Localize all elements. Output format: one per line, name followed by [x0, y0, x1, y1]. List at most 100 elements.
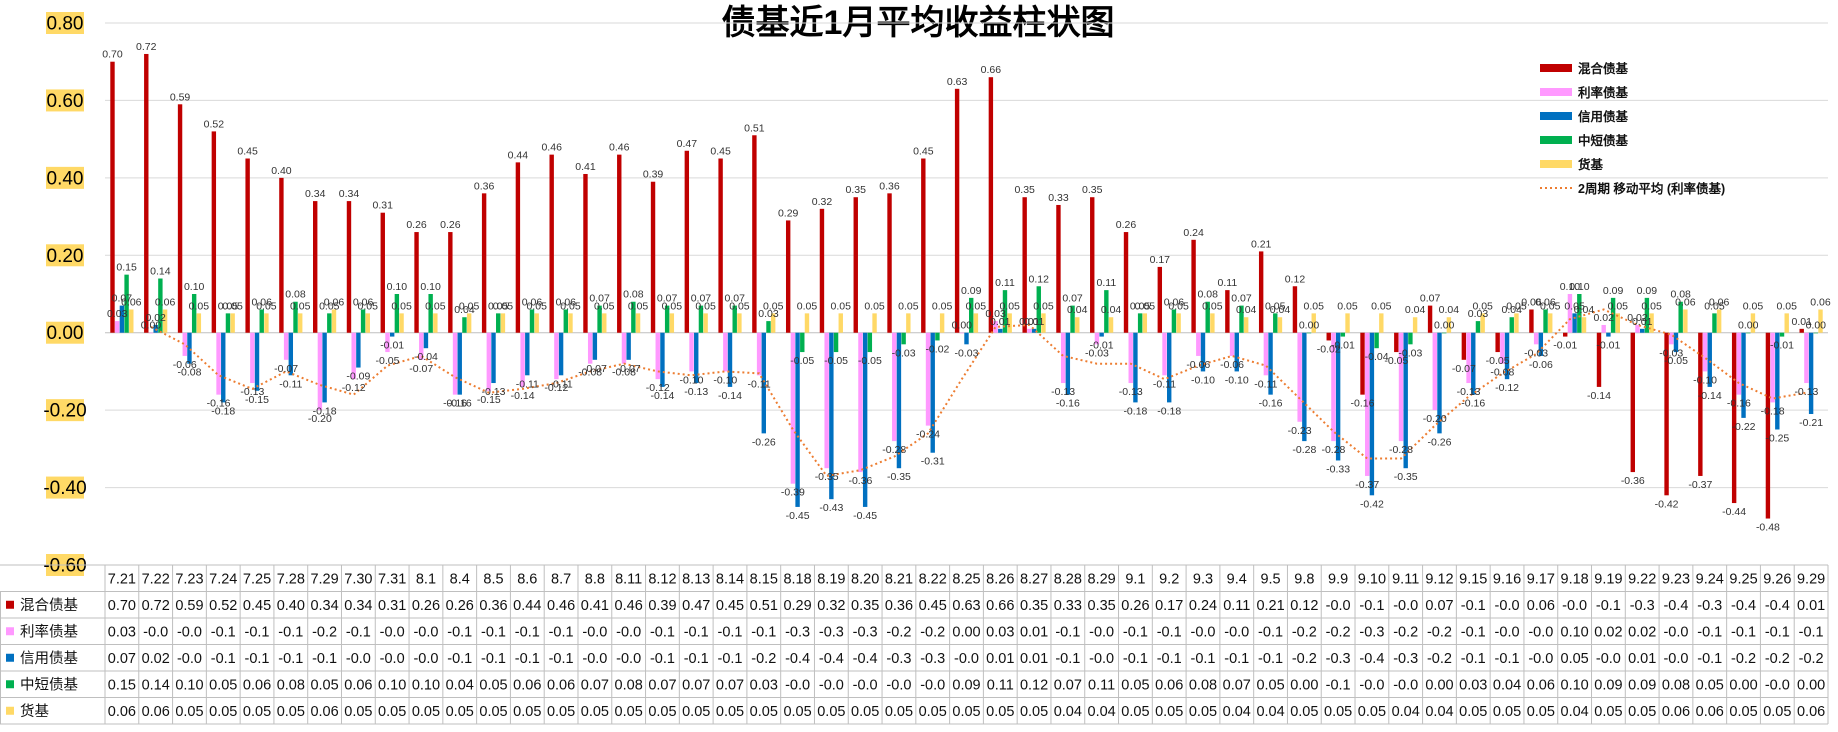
- bar: [635, 313, 641, 333]
- table-cell: -0.1: [1258, 624, 1283, 640]
- data-label-layer: 0.70 0.72 0.59 0.52 0.45 0.40 0.34 0.34 0.31 0.26…: [102, 41, 1831, 534]
- bar: [1070, 305, 1075, 333]
- y-tick-label: 0.40: [47, 168, 84, 189]
- bar: [1543, 309, 1548, 333]
- bar: [1514, 313, 1519, 333]
- bar: [1167, 332, 1172, 403]
- data-label: -0.13: [1794, 386, 1818, 398]
- data-label: 0.26: [440, 219, 461, 231]
- bar: [1471, 332, 1476, 395]
- table-cell: 0.09: [952, 677, 980, 693]
- x-tick-label: 8.29: [1088, 571, 1116, 587]
- table-cell: -0.2: [1765, 651, 1790, 667]
- table-cell: 0.04: [1223, 704, 1251, 720]
- table-cell: 0.32: [817, 598, 845, 614]
- table-cell: -0.0: [413, 624, 438, 640]
- data-label: 0.07: [589, 293, 610, 305]
- data-label: 0.06: [556, 296, 577, 308]
- table-cell: 0.26: [1121, 598, 1149, 614]
- table-cell: -0.4: [1663, 598, 1688, 614]
- table-cell: 0.70: [108, 598, 136, 614]
- bar: [385, 332, 390, 353]
- bar: [221, 332, 226, 403]
- data-label: -0.13: [240, 386, 264, 398]
- bar: [1200, 332, 1206, 372]
- data-label: 0.05: [662, 300, 683, 312]
- table-cell: 0.05: [1324, 704, 1352, 720]
- bar: [1649, 313, 1654, 333]
- table-cell: -0.4: [853, 651, 878, 667]
- x-tick-label: 9.17: [1527, 571, 1555, 587]
- bar: [148, 332, 154, 334]
- table-cell: 0.10: [1561, 677, 1589, 693]
- x-tick-label: 7.31: [378, 571, 406, 587]
- data-label: -0.37: [1688, 479, 1712, 491]
- table-cell: -0.0: [954, 651, 979, 667]
- table-cell: -0.2: [1292, 624, 1317, 640]
- data-label: 0.05: [488, 300, 509, 312]
- table-cell: 0.34: [344, 598, 372, 614]
- table-cell: -0.1: [1765, 624, 1790, 640]
- bar: [1529, 309, 1534, 333]
- bar: [414, 232, 419, 333]
- table-cell: 0.06: [1696, 704, 1724, 720]
- table-cell: 0.10: [175, 677, 203, 693]
- data-label: 0.40: [271, 165, 292, 177]
- table-cell: -0.1: [515, 624, 540, 640]
- bar: [853, 197, 858, 333]
- table-cell: -0.1: [245, 624, 270, 640]
- bar: [935, 332, 940, 341]
- bar: [1669, 332, 1674, 345]
- table-cell: -0.0: [1663, 624, 1688, 640]
- bar: [365, 313, 370, 333]
- data-label: -0.11: [279, 378, 302, 390]
- table-cell: 0.05: [243, 704, 271, 720]
- bar: [954, 88, 960, 333]
- x-tick-label: 8.13: [682, 571, 710, 587]
- x-tick-label: 8.27: [1020, 571, 1048, 587]
- data-label: -0.01: [1331, 340, 1355, 352]
- x-tick-label: 8.14: [716, 571, 744, 587]
- data-label: 0.02: [1593, 312, 1614, 324]
- x-tick-label: 7.24: [209, 571, 237, 587]
- data-label: 0.41: [575, 161, 596, 173]
- table-cell: -0.1: [549, 624, 574, 640]
- bar: [930, 332, 935, 453]
- x-tick-label: 7.30: [344, 571, 372, 587]
- bar: [119, 305, 125, 333]
- data-label: -0.03: [1524, 347, 1548, 359]
- x-tick-label: 7.28: [277, 571, 305, 587]
- table-cell: 0.05: [1121, 677, 1149, 693]
- table-legend-key: [6, 653, 14, 662]
- table-cell: 0.66: [986, 598, 1014, 614]
- table-cell: 0.06: [1527, 677, 1555, 693]
- bar: [1297, 332, 1302, 422]
- bar: [887, 193, 892, 333]
- data-label: 0.05: [1608, 300, 1629, 312]
- data-label: 0.05: [1564, 300, 1585, 312]
- data-label: 0.05: [864, 300, 885, 312]
- data-label: -0.01: [1553, 340, 1577, 352]
- table-cell: 0.15: [108, 677, 136, 693]
- data-label: 0.07: [1062, 293, 1083, 305]
- table-row-header: 利率债基: [20, 623, 78, 640]
- bar: [829, 332, 834, 500]
- bar: [1630, 332, 1635, 473]
- table-cell: 0.05: [750, 704, 778, 720]
- data-label: -0.12: [1495, 382, 1519, 394]
- bar: [906, 313, 911, 333]
- bar: [669, 313, 675, 333]
- table-cell: 0.05: [378, 704, 406, 720]
- bar: [1504, 332, 1510, 380]
- legend-swatch: [1540, 64, 1572, 72]
- table-cell: -0.1: [1258, 651, 1283, 667]
- moving-average-layer: [150, 308, 1807, 478]
- table-cell: -0.3: [1326, 651, 1351, 667]
- table-cell: -0.3: [853, 624, 878, 640]
- bar: [1075, 317, 1080, 333]
- bar: [1779, 332, 1785, 337]
- bar: [867, 332, 873, 353]
- table-cell: -0.2: [1731, 651, 1756, 667]
- table-cell: 0.02: [1594, 624, 1622, 640]
- data-label: 0.05: [729, 300, 750, 312]
